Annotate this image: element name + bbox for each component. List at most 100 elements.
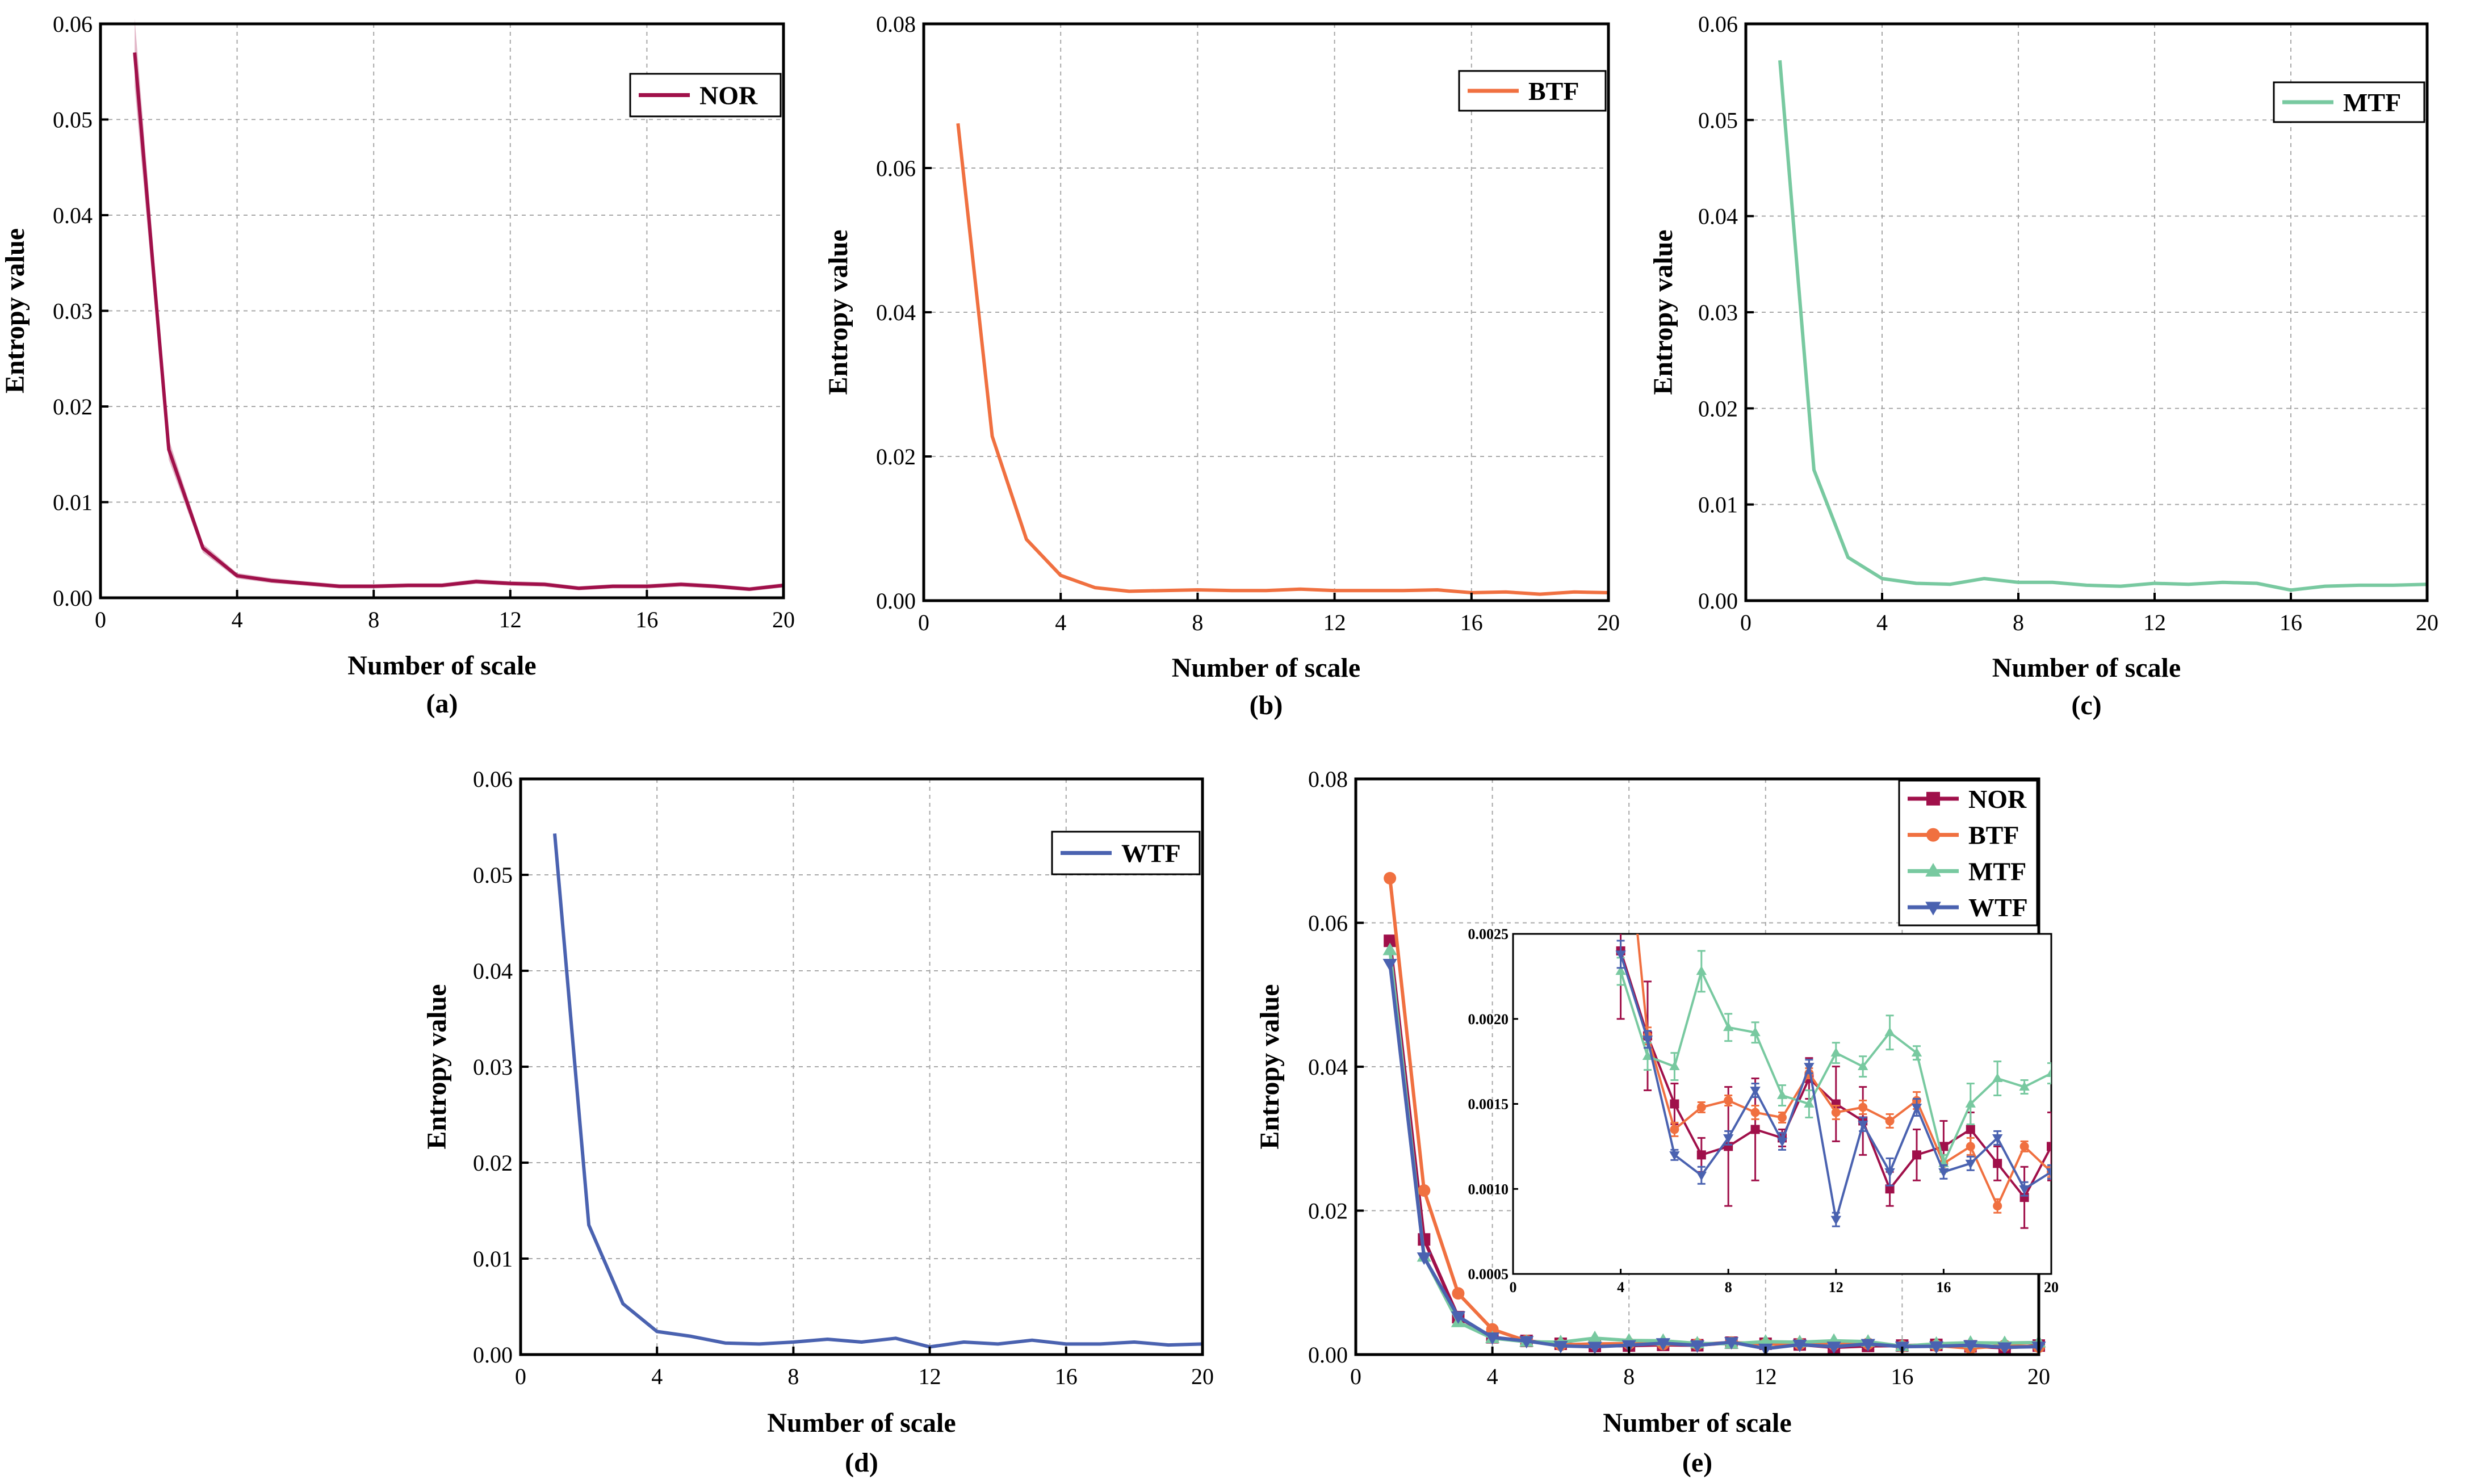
x-tick-label: 0 <box>95 607 106 632</box>
x-tick-label: 12 <box>1754 1364 1777 1389</box>
y-tick-label: 0.04 <box>1308 1054 1348 1080</box>
x-tick-label: 16 <box>1460 610 1483 635</box>
y-tick-label: 0.05 <box>1698 107 1738 133</box>
x-tick-label: 4 <box>232 607 243 632</box>
inset-point-BTF <box>1831 1108 1841 1117</box>
data-point-WTF <box>1656 1338 1670 1351</box>
legend-label-BTF: BTF <box>1968 821 2019 850</box>
y-tick-label: 0.00 <box>53 585 93 611</box>
inset-point-NOR <box>1966 1125 1975 1134</box>
y-tick-label: 0.02 <box>1308 1198 1348 1224</box>
chart-e: 0 4 8 12 16 20 0.00 0.02 0.04 0.06 0.08 Number of s… <box>1255 766 2059 1478</box>
legend-label-NOR: NOR <box>1968 785 2027 814</box>
data-point-WTF <box>1417 1252 1431 1265</box>
inset-y-tick-label: 0.0005 <box>1468 1266 1509 1282</box>
inset-x-tick-label: 8 <box>1725 1279 1732 1296</box>
x-axis-label: Number of scale <box>1172 653 1360 683</box>
inset-point-MTF <box>1992 1072 2003 1082</box>
x-tick-label: 16 <box>2280 610 2302 635</box>
legend-label-NOR: NOR <box>699 81 758 110</box>
data-point-WTF <box>1724 1337 1739 1350</box>
x-axis-label: Number of scale <box>1603 1408 1791 1438</box>
inset-point-WTF <box>1858 1121 1868 1130</box>
y-tick-label: 0.04 <box>53 203 93 228</box>
inset-point-MTF <box>1830 1047 1841 1057</box>
chart-a: 0 4 8 12 16 20 0.00 0.01 0.02 0.03 0.04 0.05 0.06 Num… <box>0 11 795 719</box>
y-axis-label: Entropy value <box>1648 229 1678 395</box>
x-axis-label: Number of scale <box>347 651 536 681</box>
legend-marker-MTF <box>1925 862 1941 877</box>
data-point-WTF <box>1519 1336 1534 1349</box>
x-tick-label: 8 <box>1192 610 1203 635</box>
data-point-WTF <box>1587 1342 1602 1355</box>
data-point-BTF <box>1418 1184 1431 1197</box>
inset-point-WTF <box>1965 1159 1976 1169</box>
x-tick-label: 12 <box>919 1364 941 1389</box>
x-tick-label: 0 <box>1350 1364 1361 1389</box>
data-point-MTF <box>1758 1334 1773 1347</box>
y-tick-label: 0.02 <box>1698 396 1738 421</box>
data-point-NOR <box>1384 934 1397 948</box>
x-axis-label: Number of scale <box>1992 653 2181 683</box>
legend-marker-WTF <box>1925 902 1941 916</box>
y-tick-label: 0.01 <box>473 1246 513 1272</box>
inset-point-WTF <box>1642 1036 1653 1045</box>
inset-point-WTF <box>1884 1168 1895 1177</box>
x-tick-label: 4 <box>1055 610 1066 635</box>
y-axis-label: Entropy value <box>1255 984 1285 1149</box>
legend-marker-BTF <box>1926 828 1940 842</box>
y-tick-label: 0.01 <box>53 490 93 515</box>
inset-point-WTF <box>2046 1168 2051 1177</box>
y-tick-label: 0.03 <box>1698 300 1738 325</box>
y-axis-label: Entropy value <box>0 228 30 393</box>
panel-caption: (a) <box>426 689 458 719</box>
data-point-WTF <box>1553 1340 1568 1353</box>
y-tick-label: 0.02 <box>53 394 93 420</box>
series-line-WTF <box>1388 963 2039 1351</box>
inset-point-MTF <box>1669 1061 1680 1071</box>
y-tick-label: 0.00 <box>473 1342 513 1368</box>
panel-caption: (c) <box>2071 690 2101 720</box>
inset-point-MTF <box>2019 1081 2030 1091</box>
inset-point-BTF <box>1670 1125 1679 1134</box>
y-tick-label: 0.05 <box>53 107 93 133</box>
inset-point-MTF <box>1804 1098 1815 1108</box>
legend-label-MTF: MTF <box>1968 857 2026 886</box>
y-axis-label: Entropy value <box>422 984 452 1149</box>
x-tick-label: 4 <box>1876 610 1888 635</box>
y-tick-label: 0.01 <box>1698 492 1738 518</box>
inset-point-NOR <box>1912 1150 1921 1160</box>
inset-chart: 0 4 8 12 16 20 0.0005 0.0010 0.0015 0.0020 0.0025 <box>1468 926 2059 1296</box>
legend: WTF <box>1051 831 1201 875</box>
chart-b: 0 4 8 12 16 20 0.00 0.02 0.04 0.06 0.08 Number of s… <box>823 11 1620 720</box>
inset-point-MTF <box>1696 966 1707 975</box>
x-tick-label: 0 <box>515 1364 526 1389</box>
legend: BTF <box>1458 70 1607 112</box>
x-tick-label: 20 <box>1597 610 1620 635</box>
inset-point-BTF <box>2019 1142 2029 1151</box>
inset-point-MTF <box>1723 1022 1734 1032</box>
inset-x-tick-label: 16 <box>1936 1279 1951 1296</box>
data-point-BTF <box>1384 871 1397 884</box>
inset-point-WTF <box>1804 1063 1815 1072</box>
x-tick-label: 12 <box>1323 610 1346 635</box>
series-line-NOR <box>133 52 784 591</box>
inset-point-MTF <box>1615 966 1626 975</box>
legend-label-WTF: WTF <box>1121 839 1181 868</box>
inset-point-BTF <box>1696 1102 1706 1112</box>
inset-point-BTF <box>1966 1142 1975 1151</box>
x-tick-label: 20 <box>2027 1364 2050 1389</box>
x-tick-label: 20 <box>772 607 795 632</box>
inset-point-WTF <box>1669 1151 1680 1160</box>
x-tick-label: 8 <box>787 1364 799 1389</box>
inset-y-tick-label: 0.0020 <box>1468 1011 1509 1028</box>
x-tick-label: 4 <box>1487 1364 1498 1389</box>
data-point-WTF <box>1929 1341 1944 1354</box>
legend-label-WTF: WTF <box>1968 893 2028 922</box>
x-tick-label: 0 <box>1740 610 1752 635</box>
y-tick-label: 0.00 <box>876 588 916 614</box>
series-line-MTF <box>1778 60 2428 592</box>
inset-point-NOR <box>1885 1184 1895 1194</box>
x-tick-label: 8 <box>368 607 379 632</box>
